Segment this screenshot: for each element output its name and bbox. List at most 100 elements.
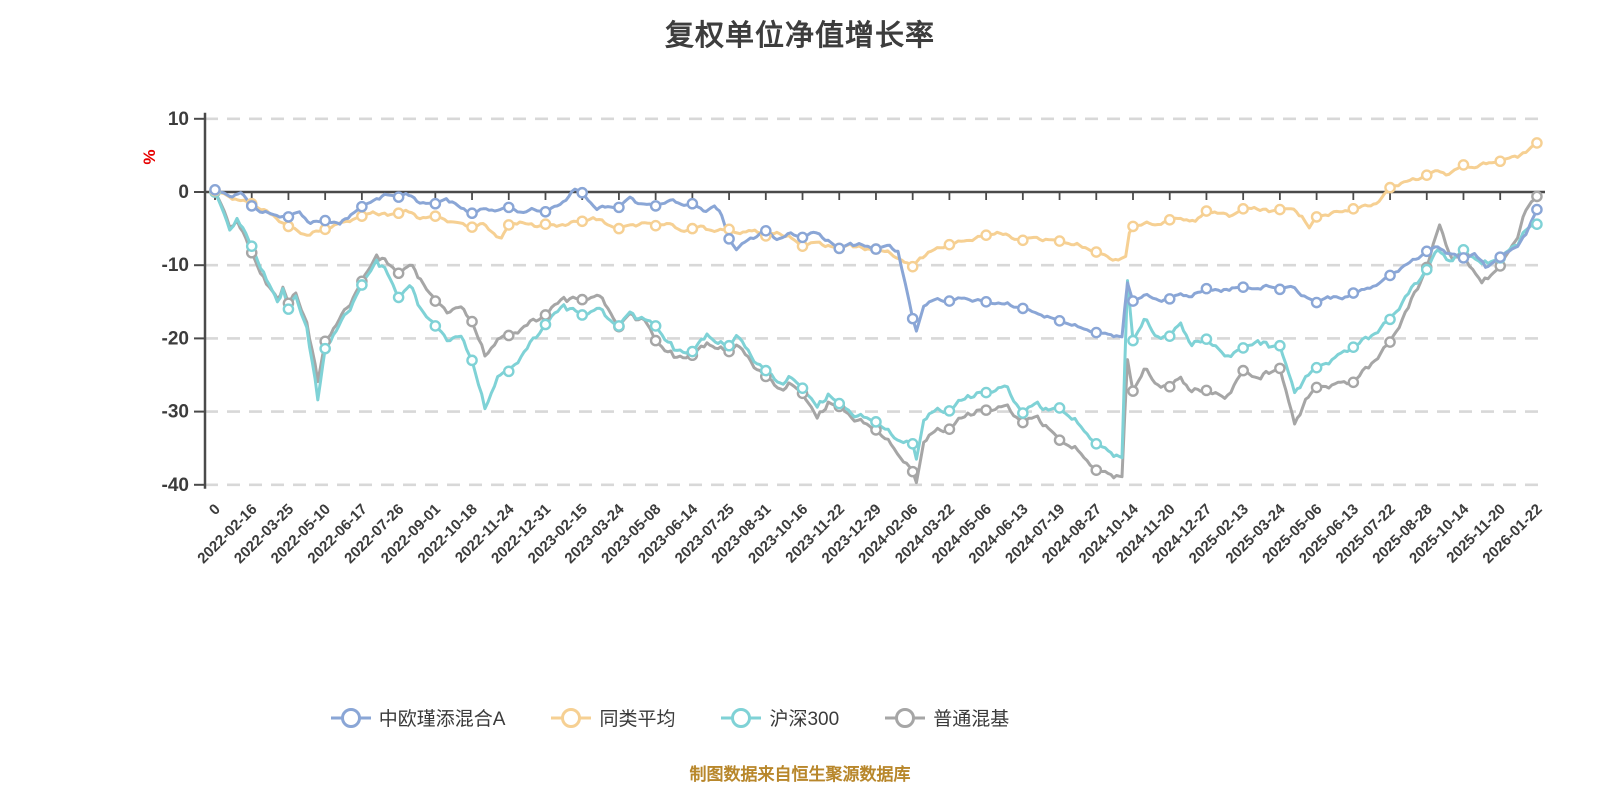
series-marker-同类平均 xyxy=(1090,246,1103,258)
series-marker-普通混基 xyxy=(943,423,956,435)
series-marker-中欧瑾添混合A xyxy=(1017,302,1029,315)
series-marker-中欧瑾添混合A xyxy=(980,295,992,308)
series-marker-沪深300 xyxy=(429,320,442,332)
series-marker-普通混基 xyxy=(1017,416,1029,429)
series-marker-沪深300 xyxy=(613,320,625,332)
series-marker-沪深300 xyxy=(1127,334,1139,347)
legend-item-csi300[interactable]: 沪深300 xyxy=(721,704,839,731)
series-marker-普通混基 xyxy=(1347,376,1360,389)
series-marker-中欧瑾添混合A xyxy=(1200,282,1213,295)
series-marker-普通混基 xyxy=(1090,464,1103,476)
series-marker-普通混基 xyxy=(1310,381,1323,394)
series-marker-沪深300 xyxy=(1237,342,1249,354)
series-marker-中欧瑾添混合A xyxy=(1494,251,1506,263)
series-line-普通混基 xyxy=(213,190,1539,485)
series-marker-同类平均 xyxy=(723,223,735,236)
series-marker-沪深300 xyxy=(502,365,515,378)
legend-label: 中欧瑾添混合A xyxy=(378,709,506,730)
series-marker-同类平均 xyxy=(1420,169,1433,181)
series-marker-中欧瑾添混合A xyxy=(613,201,625,214)
series-marker-中欧瑾添混合A xyxy=(686,197,699,210)
series-marker-同类平均 xyxy=(1531,137,1543,149)
legend-item-category-average[interactable]: 同类平均 xyxy=(551,704,675,731)
series-marker-中欧瑾添混合A xyxy=(1237,281,1249,293)
series-marker-沪深300 xyxy=(906,438,919,450)
line-marker-icon xyxy=(551,707,592,728)
series-marker-中欧瑾添混合A xyxy=(760,224,772,237)
series-marker-同类平均 xyxy=(1494,155,1506,168)
legend-item-ordinary-mixed-fund[interactable]: 普通混基 xyxy=(885,704,1009,731)
series-marker-同类平均 xyxy=(1200,205,1213,217)
series-marker-沪深300 xyxy=(723,339,735,352)
series-marker-中欧瑾添混合A xyxy=(576,186,589,199)
series-marker-沪深300 xyxy=(319,342,331,355)
series-marker-同类平均 xyxy=(1163,214,1176,226)
series-marker-同类平均 xyxy=(502,219,515,231)
series-marker-同类平均 xyxy=(429,210,442,222)
series-marker-中欧瑾添混合A xyxy=(319,214,331,227)
series-marker-沪深300 xyxy=(1384,313,1396,326)
series-marker-同类平均 xyxy=(1384,181,1396,194)
series-marker-沪深300 xyxy=(649,320,662,332)
series-marker-同类平均 xyxy=(282,220,295,233)
series-marker-同类平均 xyxy=(613,222,625,235)
series-marker-普通混基 xyxy=(466,315,478,328)
series-marker-沪深300 xyxy=(796,382,809,394)
series-marker-沪深300 xyxy=(539,318,552,331)
series-marker-沪深300 xyxy=(1163,330,1176,343)
series-marker-中欧瑾添混合A xyxy=(1163,293,1176,305)
series-marker-中欧瑾添混合A xyxy=(1274,283,1286,296)
series-marker-普通混基 xyxy=(1237,364,1249,377)
series-marker-同类平均 xyxy=(539,218,552,231)
series-marker-中欧瑾添混合A xyxy=(796,231,809,244)
series-marker-同类平均 xyxy=(392,207,405,220)
line-marker-icon xyxy=(330,707,371,728)
line-marker-icon xyxy=(721,707,762,728)
line-marker-icon xyxy=(885,707,926,728)
series-marker-中欧瑾添混合A xyxy=(1053,315,1066,327)
series-marker-沪深300 xyxy=(245,240,258,252)
series-marker-沪深300 xyxy=(1310,361,1323,374)
series-marker-同类平均 xyxy=(1237,203,1249,215)
series-marker-中欧瑾添混合A xyxy=(1457,252,1470,264)
y-tick-label: 0 xyxy=(178,182,189,203)
x-tick-label: 0 xyxy=(206,501,224,519)
legend-item-fund[interactable]: 中欧瑾添混合A xyxy=(330,704,506,731)
series-marker-普通混基 xyxy=(1163,380,1176,393)
series-marker-同类平均 xyxy=(1347,203,1360,215)
series-marker-中欧瑾添混合A xyxy=(539,205,552,218)
series-marker-中欧瑾添混合A xyxy=(1090,326,1103,339)
series-marker-沪深300 xyxy=(943,405,956,417)
series-marker-沪深300 xyxy=(1090,438,1103,450)
series-marker-中欧瑾添混合A xyxy=(1420,245,1433,258)
series-marker-普通混基 xyxy=(1384,336,1396,348)
y-tick-label: -30 xyxy=(162,402,189,423)
series-marker-中欧瑾添混合A xyxy=(1384,269,1396,282)
series-marker-沪深300 xyxy=(1274,339,1286,352)
series-marker-普通混基 xyxy=(539,309,552,321)
series-marker-沪深300 xyxy=(686,345,699,358)
series-marker-同类平均 xyxy=(980,229,992,241)
series-marker-同类平均 xyxy=(576,215,589,228)
y-tick-label: -40 xyxy=(162,475,189,496)
series-marker-中欧瑾添混合A xyxy=(943,295,956,307)
series-marker-普通混基 xyxy=(1200,384,1213,397)
series-marker-普通混基 xyxy=(1274,362,1286,375)
series-marker-沪深300 xyxy=(282,303,295,315)
series-marker-沪深300 xyxy=(1420,263,1433,276)
series-marker-沪深300 xyxy=(760,364,772,377)
series-marker-沪深300 xyxy=(1347,341,1360,353)
series-marker-中欧瑾添混合A xyxy=(1347,287,1360,299)
series-marker-普通混基 xyxy=(980,404,992,416)
series-marker-同类平均 xyxy=(1127,220,1139,233)
series-marker-沪深300 xyxy=(833,397,846,410)
series-marker-沪深300 xyxy=(576,309,589,321)
series-marker-普通混基 xyxy=(649,334,662,347)
series-marker-中欧瑾添混合A xyxy=(1310,296,1323,309)
series-marker-沪深300 xyxy=(356,279,368,291)
series-marker-中欧瑾添混合A xyxy=(1531,203,1543,216)
series-marker-同类平均 xyxy=(906,260,919,273)
series-marker-中欧瑾添混合A xyxy=(392,191,405,203)
series-marker-沪深300 xyxy=(392,291,405,304)
